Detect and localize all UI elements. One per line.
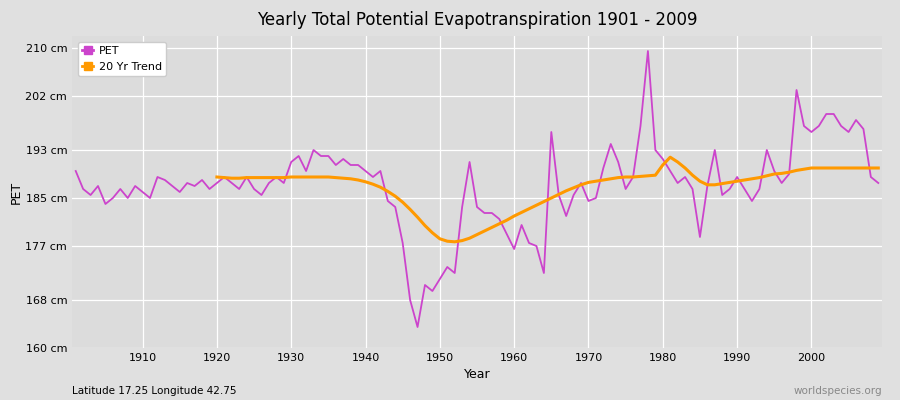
- Legend: PET, 20 Yr Trend: PET, 20 Yr Trend: [77, 42, 166, 76]
- Text: worldspecies.org: worldspecies.org: [794, 386, 882, 396]
- Title: Yearly Total Potential Evapotranspiration 1901 - 2009: Yearly Total Potential Evapotranspiratio…: [256, 11, 698, 29]
- X-axis label: Year: Year: [464, 368, 490, 382]
- Y-axis label: PET: PET: [10, 180, 22, 204]
- Text: Latitude 17.25 Longitude 42.75: Latitude 17.25 Longitude 42.75: [72, 386, 237, 396]
